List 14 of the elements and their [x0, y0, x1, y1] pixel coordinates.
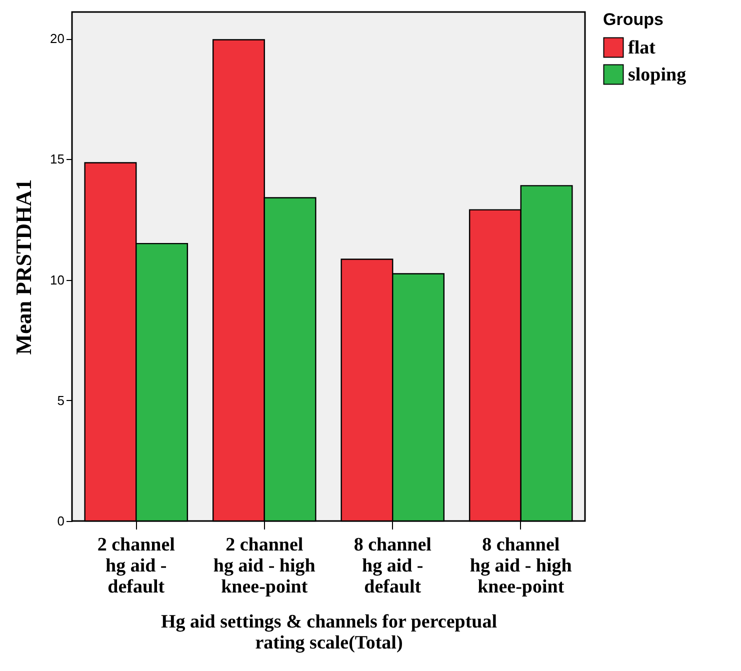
x-tick-label: 8 channel hg aid - high knee-point: [470, 534, 572, 598]
y-tick-label: 15: [50, 152, 64, 167]
x-tick-label: 8 channel hg aid - default: [354, 534, 432, 598]
legend-title: Groups: [603, 10, 664, 29]
legend-label: sloping: [628, 64, 687, 86]
x-tick-label: 2 channel hg aid - high knee-point: [213, 534, 316, 598]
x-tick-label: 2 channel hg aid - default: [97, 534, 175, 598]
y-tick-label: 0: [57, 514, 64, 528]
y-tick-label: 5: [57, 392, 64, 408]
x-axis-title: Hg aid settings & channels for perceptual rating scale(Total): [160, 612, 498, 654]
y-tick-label: 20: [50, 31, 64, 46]
y-tick-label: 10: [50, 272, 64, 288]
legend-label: flat: [628, 38, 656, 58]
y-axis-title: Mean PRSTDHA1: [11, 179, 36, 355]
